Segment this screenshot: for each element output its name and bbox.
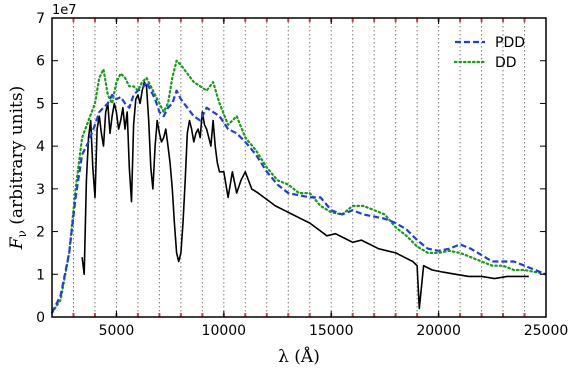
y-tick-label: 6 bbox=[36, 54, 45, 70]
x-axis-label: λ (Å) bbox=[278, 346, 320, 367]
vertical-gridlines bbox=[72, 18, 526, 317]
plot-frame bbox=[51, 17, 547, 318]
x-tick-label: 20000 bbox=[416, 323, 461, 339]
series-line-observed bbox=[81, 81, 529, 310]
y-tick-label: 1 bbox=[36, 267, 45, 283]
y-tick-label: 3 bbox=[36, 182, 45, 198]
series-line-dd bbox=[50, 59, 548, 314]
x-axis: 5000 10000 15000 20000 25000 bbox=[99, 18, 569, 339]
y-tick-label: 5 bbox=[36, 96, 45, 112]
series-layer bbox=[50, 59, 548, 314]
series-line-pdd bbox=[51, 81, 547, 314]
legend-label-pdd: PDD bbox=[495, 35, 525, 51]
legend: PDD DD bbox=[453, 35, 525, 71]
y-tick-label: 7 bbox=[36, 11, 45, 27]
y-multiplier-label: 1e7 bbox=[52, 3, 77, 18]
y-axis-label-subscript: ν bbox=[15, 230, 29, 237]
x-tick-label: 5000 bbox=[99, 323, 135, 339]
y-axis: 0 1 2 3 4 5 6 7 bbox=[36, 11, 546, 326]
y-tick-label: 4 bbox=[36, 139, 45, 155]
y-axis-label: Fν (arbitrary units) bbox=[7, 86, 29, 250]
x-tick-label: 15000 bbox=[309, 323, 354, 339]
y-tick-label: 0 bbox=[36, 310, 45, 326]
legend-label-dd: DD bbox=[495, 55, 517, 71]
x-tick-label: 25000 bbox=[524, 323, 569, 339]
y-axis-label-symbol: F bbox=[7, 236, 27, 250]
x-tick-label: 10000 bbox=[202, 323, 247, 339]
y-axis-label-text: (arbitrary units) bbox=[7, 86, 27, 230]
y-tick-label: 2 bbox=[36, 225, 45, 241]
